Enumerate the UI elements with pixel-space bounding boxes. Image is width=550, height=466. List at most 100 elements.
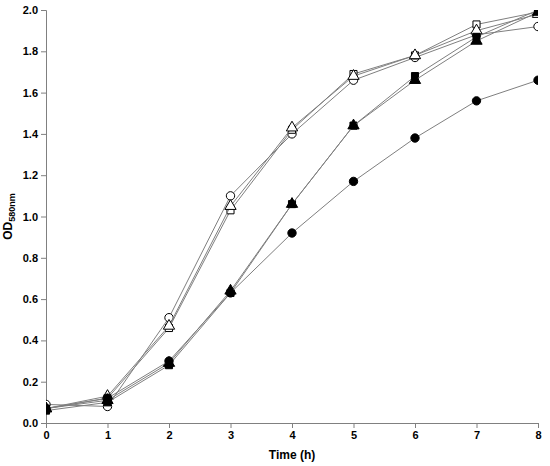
y-tick-line xyxy=(41,299,46,300)
data-point xyxy=(46,405,50,412)
data-point xyxy=(471,34,482,44)
x-tick: 1 xyxy=(105,423,111,441)
x-tick-line xyxy=(538,423,539,428)
x-tick-line xyxy=(292,423,293,428)
data-point xyxy=(349,177,357,185)
y-tick: 1.0 xyxy=(23,211,46,223)
y-tick-label: 1.6 xyxy=(23,87,38,99)
data-point xyxy=(103,394,111,402)
series-line xyxy=(46,80,538,408)
data-point xyxy=(46,402,52,412)
data-point xyxy=(348,119,359,129)
x-tick-line xyxy=(108,423,109,428)
y-axis: 0.0 0.2 0.4 0.6 0.8 1.0 1.2 1.4 1.6 1.8 2.0 xyxy=(23,4,47,429)
y-tick-line xyxy=(41,93,46,94)
series-line xyxy=(46,12,538,408)
x-tick-label: 6 xyxy=(412,429,418,441)
y-tick: 2.0 xyxy=(23,4,46,16)
x-tick-line xyxy=(169,423,170,428)
data-point xyxy=(286,198,297,208)
data-point xyxy=(471,24,482,34)
data-point xyxy=(226,289,234,297)
data-point xyxy=(165,357,173,365)
x-tick: 5 xyxy=(351,423,357,441)
y-tick-line xyxy=(41,382,46,383)
x-tick-label: 1 xyxy=(105,429,111,441)
series-line xyxy=(46,12,538,408)
data-point xyxy=(104,395,111,402)
x-tick: 4 xyxy=(289,423,296,441)
y-tick-label: 1.2 xyxy=(23,169,38,181)
y-tick: 0.2 xyxy=(23,376,46,388)
y-axis-line xyxy=(41,11,47,424)
data-point xyxy=(46,402,52,412)
y-tick-line xyxy=(41,175,46,176)
y-tick: 0.8 xyxy=(23,252,46,264)
y-tick-label: 0.0 xyxy=(23,417,38,429)
x-tick-label: 7 xyxy=(474,429,480,441)
y-tick-line xyxy=(41,217,46,218)
plot: 0 1 2 3 4 5 6 7 8 0.0 0.2 0.4 0.6 0.8 1.0 1.2 1.4 1.6 1.8 2… xyxy=(1,4,544,462)
y-tick-line xyxy=(41,10,46,11)
x-tick-label: 0 xyxy=(43,429,49,441)
y-tick-label: 1.0 xyxy=(23,211,38,223)
x-tick-line xyxy=(354,423,355,428)
data-point xyxy=(288,229,296,237)
y-tick-label: 0.4 xyxy=(23,334,39,346)
x-tick: 6 xyxy=(412,423,418,441)
data-point xyxy=(46,404,50,412)
y-tick-label: 1.4 xyxy=(23,128,39,140)
y-tick-line xyxy=(41,51,46,52)
data-point xyxy=(534,76,538,84)
y-tick-label: 0.8 xyxy=(23,252,38,264)
data-point xyxy=(532,10,538,15)
series-line xyxy=(46,14,538,408)
data-point xyxy=(227,289,234,296)
y-tick: 1.8 xyxy=(23,45,46,57)
x-tick-label: 3 xyxy=(228,429,234,441)
data-point xyxy=(163,357,174,367)
y-tick-line xyxy=(41,423,46,424)
x-tick-line xyxy=(477,423,478,428)
y-tick: 1.6 xyxy=(23,87,46,99)
y-tick-line xyxy=(41,134,46,135)
y-tick-label: 1.8 xyxy=(23,45,38,57)
x-axis-line xyxy=(47,424,539,429)
y-tick: 1.4 xyxy=(23,128,46,140)
x-tick: 8 xyxy=(535,423,541,441)
x-axis: 0 1 2 3 4 5 6 7 8 xyxy=(43,423,541,441)
y-axis-title: OD580nm xyxy=(1,193,17,240)
y-tick-label: 0.6 xyxy=(23,293,38,305)
y-tick-line xyxy=(41,258,46,259)
x-tick: 3 xyxy=(228,423,234,441)
x-tick-label: 4 xyxy=(289,429,296,441)
data-point xyxy=(534,22,538,30)
x-axis-title: Time (h) xyxy=(269,448,315,462)
series-line xyxy=(46,27,538,407)
data-point xyxy=(286,121,297,131)
data-point xyxy=(472,97,480,105)
y-tick: 0.6 xyxy=(23,293,46,305)
data-point xyxy=(348,70,359,80)
data-point xyxy=(163,319,174,329)
x-tick: 7 xyxy=(474,423,480,441)
x-tick: 2 xyxy=(166,423,172,441)
x-tick-label: 5 xyxy=(351,429,357,441)
y-tick: 0.0 xyxy=(23,417,46,429)
x-tick-line xyxy=(231,423,232,428)
x-tick-label: 2 xyxy=(166,429,172,441)
plot-area xyxy=(46,10,538,414)
series-line xyxy=(46,10,538,411)
data-point xyxy=(225,200,236,210)
x-tick-label: 8 xyxy=(535,429,541,441)
chart: 0 1 2 3 4 5 6 7 8 0.0 0.2 0.4 0.6 0.8 1.0 1.2 1.4 1.6 1.8 2… xyxy=(0,0,550,466)
y-tick-label: 0.2 xyxy=(23,376,38,388)
data-point xyxy=(102,394,113,404)
data-point xyxy=(409,74,420,84)
y-tick: 1.2 xyxy=(23,169,46,181)
data-point xyxy=(409,49,420,59)
x-tick: 0 xyxy=(43,423,49,441)
y-tick-label: 2.0 xyxy=(23,4,38,16)
y-tick: 0.4 xyxy=(23,334,46,346)
x-tick-line xyxy=(415,423,416,428)
